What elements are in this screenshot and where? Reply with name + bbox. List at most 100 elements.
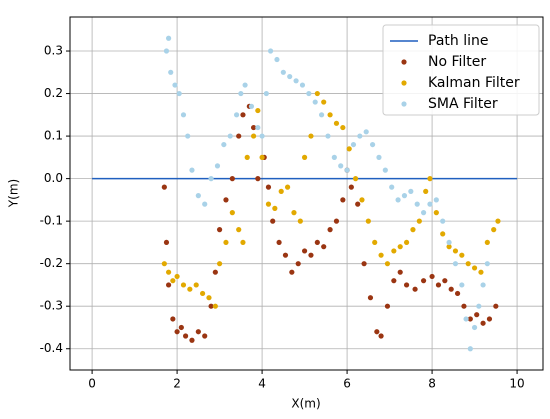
point bbox=[161, 184, 167, 190]
point bbox=[495, 218, 501, 224]
point bbox=[357, 133, 363, 139]
point bbox=[208, 176, 214, 182]
point bbox=[202, 201, 208, 207]
point bbox=[267, 48, 274, 54]
point bbox=[165, 282, 172, 288]
point bbox=[163, 239, 170, 246]
point bbox=[199, 290, 206, 297]
point bbox=[216, 261, 223, 267]
point bbox=[338, 163, 344, 169]
y-tick-label: -0.3 bbox=[40, 299, 63, 313]
point bbox=[493, 303, 499, 309]
point bbox=[429, 273, 435, 280]
point bbox=[318, 112, 325, 118]
point bbox=[185, 133, 191, 139]
point bbox=[308, 133, 314, 139]
point bbox=[312, 99, 318, 105]
point bbox=[270, 218, 276, 224]
point bbox=[295, 261, 301, 267]
point bbox=[278, 188, 284, 194]
point bbox=[240, 112, 246, 118]
point bbox=[178, 324, 184, 331]
point bbox=[274, 56, 280, 63]
point bbox=[446, 239, 452, 246]
y-tick-label: -0.4 bbox=[40, 341, 63, 355]
x-tick-label: 4 bbox=[258, 377, 266, 391]
legend-label: Kalman Filter bbox=[428, 75, 520, 91]
point bbox=[314, 239, 320, 246]
point bbox=[208, 303, 214, 309]
point bbox=[461, 303, 467, 309]
point bbox=[367, 295, 374, 301]
point bbox=[412, 286, 418, 292]
legend-label: Path line bbox=[428, 33, 488, 49]
point bbox=[165, 35, 172, 41]
point bbox=[420, 278, 427, 284]
point bbox=[325, 133, 331, 139]
point bbox=[416, 218, 422, 224]
point bbox=[255, 107, 261, 114]
legend-marker bbox=[401, 59, 407, 65]
point bbox=[471, 324, 478, 331]
point bbox=[346, 146, 352, 152]
point bbox=[259, 133, 265, 139]
point bbox=[174, 329, 180, 335]
point bbox=[384, 303, 391, 309]
point bbox=[289, 269, 295, 275]
point bbox=[327, 112, 333, 118]
point bbox=[255, 124, 261, 131]
point bbox=[265, 184, 272, 190]
point bbox=[301, 154, 308, 160]
point bbox=[401, 193, 408, 199]
point bbox=[348, 184, 354, 190]
point bbox=[452, 248, 459, 254]
point bbox=[187, 286, 193, 292]
point bbox=[244, 154, 250, 160]
point bbox=[403, 282, 410, 288]
legend-label: SMA Filter bbox=[428, 96, 498, 112]
point bbox=[363, 129, 369, 135]
point bbox=[484, 261, 490, 267]
point bbox=[248, 103, 255, 109]
legend-marker bbox=[401, 101, 407, 107]
point bbox=[284, 184, 291, 190]
point bbox=[206, 295, 212, 301]
point bbox=[344, 167, 350, 173]
point bbox=[227, 133, 233, 139]
point bbox=[299, 82, 306, 88]
point bbox=[306, 90, 312, 97]
point bbox=[486, 316, 493, 322]
point bbox=[442, 278, 448, 284]
point bbox=[478, 269, 484, 275]
point bbox=[340, 197, 346, 203]
x-tick-label: 2 bbox=[173, 377, 181, 391]
x-tick-label: 10 bbox=[509, 377, 524, 391]
x-tick-label: 8 bbox=[428, 377, 436, 391]
point bbox=[471, 265, 478, 271]
point bbox=[446, 244, 452, 250]
point bbox=[174, 273, 180, 280]
point bbox=[395, 197, 401, 203]
point bbox=[454, 290, 461, 297]
point bbox=[180, 112, 187, 118]
point bbox=[391, 248, 397, 254]
point bbox=[280, 69, 286, 75]
point bbox=[389, 184, 395, 190]
point bbox=[372, 239, 378, 246]
point bbox=[168, 69, 174, 75]
point bbox=[321, 244, 327, 250]
point bbox=[340, 124, 346, 131]
x-tick-label: 6 bbox=[343, 377, 351, 391]
point bbox=[459, 252, 465, 258]
point bbox=[165, 269, 172, 275]
point bbox=[321, 99, 327, 105]
point bbox=[365, 218, 371, 224]
point bbox=[176, 90, 182, 97]
point bbox=[259, 154, 265, 160]
point bbox=[182, 333, 189, 339]
point bbox=[193, 282, 199, 288]
point bbox=[448, 286, 454, 292]
y-tick-label: -0.2 bbox=[40, 256, 63, 270]
point bbox=[459, 282, 465, 288]
point bbox=[255, 176, 261, 182]
